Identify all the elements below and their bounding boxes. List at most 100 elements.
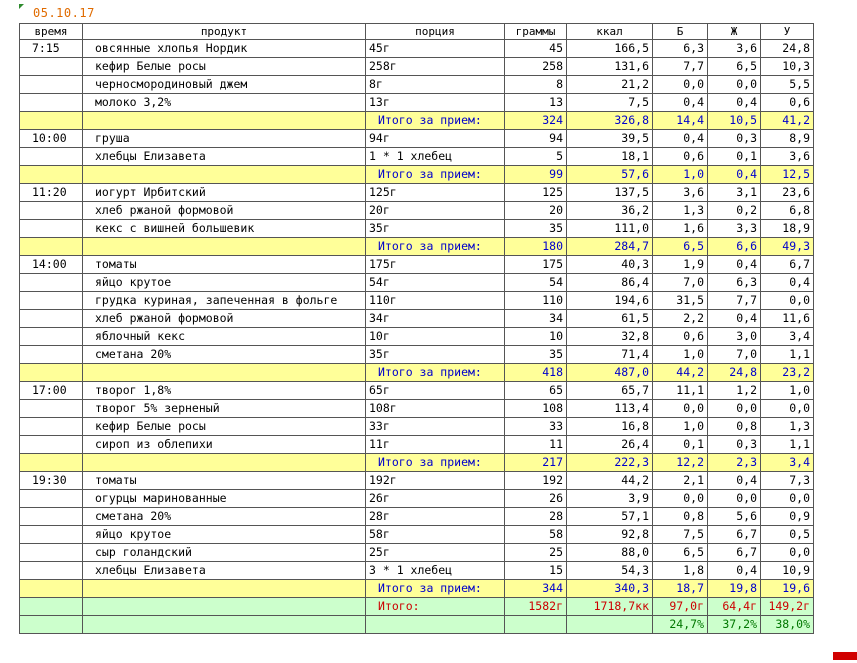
carbs-cell[interactable]: 1,1 — [760, 435, 814, 454]
time-cell[interactable] — [19, 75, 83, 94]
kcal-cell[interactable]: 166,5 — [566, 39, 653, 58]
kcal-cell[interactable]: 32,8 — [566, 327, 653, 346]
empty-cell[interactable] — [82, 237, 366, 256]
empty-cell[interactable] — [82, 615, 366, 634]
fat-cell[interactable]: 6,7 — [707, 543, 761, 562]
kcal-cell[interactable]: 71,4 — [566, 345, 653, 364]
protein-cell[interactable]: 0,0 — [652, 489, 708, 508]
carbs-cell[interactable]: 10,3 — [760, 57, 814, 76]
time-cell[interactable] — [19, 561, 83, 580]
percent-fat-cell[interactable]: 37,2% — [707, 615, 761, 634]
kcal-cell[interactable]: 36,2 — [566, 201, 653, 220]
time-cell[interactable] — [19, 93, 83, 112]
time-cell[interactable] — [19, 201, 83, 220]
time-cell[interactable] — [19, 147, 83, 166]
fat-cell[interactable]: 5,6 — [707, 507, 761, 526]
empty-cell[interactable] — [19, 615, 83, 634]
subtotal-label[interactable]: Итого за прием: — [365, 165, 505, 184]
kcal-cell[interactable]: 88,0 — [566, 543, 653, 562]
grand-total-carbs-cell[interactable]: 149,2г — [760, 597, 814, 616]
kcal-cell[interactable]: 7,5 — [566, 93, 653, 112]
fat-cell[interactable]: 0,0 — [707, 75, 761, 94]
subtotal-kcal-cell[interactable]: 222,3 — [566, 453, 653, 472]
product-cell[interactable]: огурцы маринованные — [82, 489, 366, 508]
product-cell[interactable]: сыр голандский — [82, 543, 366, 562]
product-cell[interactable]: овсянные хлопья Нордик — [82, 39, 366, 58]
subtotal-carbs-cell[interactable]: 12,5 — [760, 165, 814, 184]
kcal-cell[interactable]: 18,1 — [566, 147, 653, 166]
empty-cell[interactable] — [19, 363, 83, 382]
portion-cell[interactable]: 35г — [365, 219, 505, 238]
subtotal-label[interactable]: Итого за прием: — [365, 111, 505, 130]
fat-cell[interactable]: 0,1 — [707, 147, 761, 166]
fat-cell[interactable]: 1,2 — [707, 381, 761, 400]
kcal-cell[interactable]: 39,5 — [566, 129, 653, 148]
protein-cell[interactable]: 3,6 — [652, 183, 708, 202]
grand-total-fat-cell[interactable]: 64,4г — [707, 597, 761, 616]
protein-cell[interactable]: 31,5 — [652, 291, 708, 310]
empty-cell[interactable] — [19, 165, 83, 184]
grand-total-kcal-cell[interactable]: 1718,7кк — [566, 597, 653, 616]
header-protein[interactable]: Б — [652, 23, 708, 40]
carbs-cell[interactable]: 1,0 — [760, 381, 814, 400]
empty-cell[interactable] — [19, 237, 83, 256]
portion-cell[interactable]: 26г — [365, 489, 505, 508]
empty-cell[interactable] — [82, 597, 366, 616]
portion-cell[interactable]: 192г — [365, 471, 505, 490]
time-cell[interactable]: 17:00 — [19, 381, 83, 400]
protein-cell[interactable]: 0,6 — [652, 147, 708, 166]
fat-cell[interactable]: 0,4 — [707, 255, 761, 274]
kcal-cell[interactable]: 16,8 — [566, 417, 653, 436]
portion-cell[interactable]: 108г — [365, 399, 505, 418]
subtotal-grams-cell[interactable]: 217 — [504, 453, 567, 472]
kcal-cell[interactable]: 137,5 — [566, 183, 653, 202]
time-cell[interactable] — [19, 219, 83, 238]
kcal-cell[interactable]: 61,5 — [566, 309, 653, 328]
time-cell[interactable] — [19, 399, 83, 418]
grand-total-grams-cell[interactable]: 1582г — [504, 597, 567, 616]
grams-cell[interactable]: 15 — [504, 561, 567, 580]
kcal-cell[interactable]: 3,9 — [566, 489, 653, 508]
portion-cell[interactable]: 8г — [365, 75, 505, 94]
time-cell[interactable] — [19, 345, 83, 364]
time-cell[interactable]: 10:00 — [19, 129, 83, 148]
subtotal-carbs-cell[interactable]: 49,3 — [760, 237, 814, 256]
subtotal-carbs-cell[interactable]: 23,2 — [760, 363, 814, 382]
subtotal-label[interactable]: Итого за прием: — [365, 237, 505, 256]
carbs-cell[interactable]: 10,9 — [760, 561, 814, 580]
grams-cell[interactable]: 110 — [504, 291, 567, 310]
product-cell[interactable]: яблочный кекс — [82, 327, 366, 346]
carbs-cell[interactable]: 3,6 — [760, 147, 814, 166]
product-cell[interactable]: хлеб ржаной формовой — [82, 309, 366, 328]
subtotal-protein-cell[interactable]: 44,2 — [652, 363, 708, 382]
grand-total-protein-cell[interactable]: 97,0г — [652, 597, 708, 616]
carbs-cell[interactable]: 18,9 — [760, 219, 814, 238]
protein-cell[interactable]: 1,9 — [652, 255, 708, 274]
portion-cell[interactable]: 258г — [365, 57, 505, 76]
product-cell[interactable]: хлебцы Елизавета — [82, 561, 366, 580]
kcal-cell[interactable]: 54,3 — [566, 561, 653, 580]
protein-cell[interactable]: 1,8 — [652, 561, 708, 580]
kcal-cell[interactable]: 194,6 — [566, 291, 653, 310]
carbs-cell[interactable]: 5,5 — [760, 75, 814, 94]
subtotal-carbs-cell[interactable]: 19,6 — [760, 579, 814, 598]
empty-cell[interactable] — [19, 579, 83, 598]
product-cell[interactable]: молоко 3,2% — [82, 93, 366, 112]
protein-cell[interactable]: 1,6 — [652, 219, 708, 238]
subtotal-grams-cell[interactable]: 324 — [504, 111, 567, 130]
subtotal-kcal-cell[interactable]: 340,3 — [566, 579, 653, 598]
empty-cell[interactable] — [82, 363, 366, 382]
carbs-cell[interactable]: 11,6 — [760, 309, 814, 328]
portion-cell[interactable]: 65г — [365, 381, 505, 400]
header-grams[interactable]: граммы — [504, 23, 567, 40]
subtotal-fat-cell[interactable]: 6,6 — [707, 237, 761, 256]
grams-cell[interactable]: 108 — [504, 399, 567, 418]
carbs-cell[interactable]: 7,3 — [760, 471, 814, 490]
fat-cell[interactable]: 0,3 — [707, 435, 761, 454]
kcal-cell[interactable]: 92,8 — [566, 525, 653, 544]
carbs-cell[interactable]: 0,0 — [760, 489, 814, 508]
fat-cell[interactable]: 7,7 — [707, 291, 761, 310]
grams-cell[interactable]: 94 — [504, 129, 567, 148]
kcal-cell[interactable]: 113,4 — [566, 399, 653, 418]
carbs-cell[interactable]: 23,6 — [760, 183, 814, 202]
